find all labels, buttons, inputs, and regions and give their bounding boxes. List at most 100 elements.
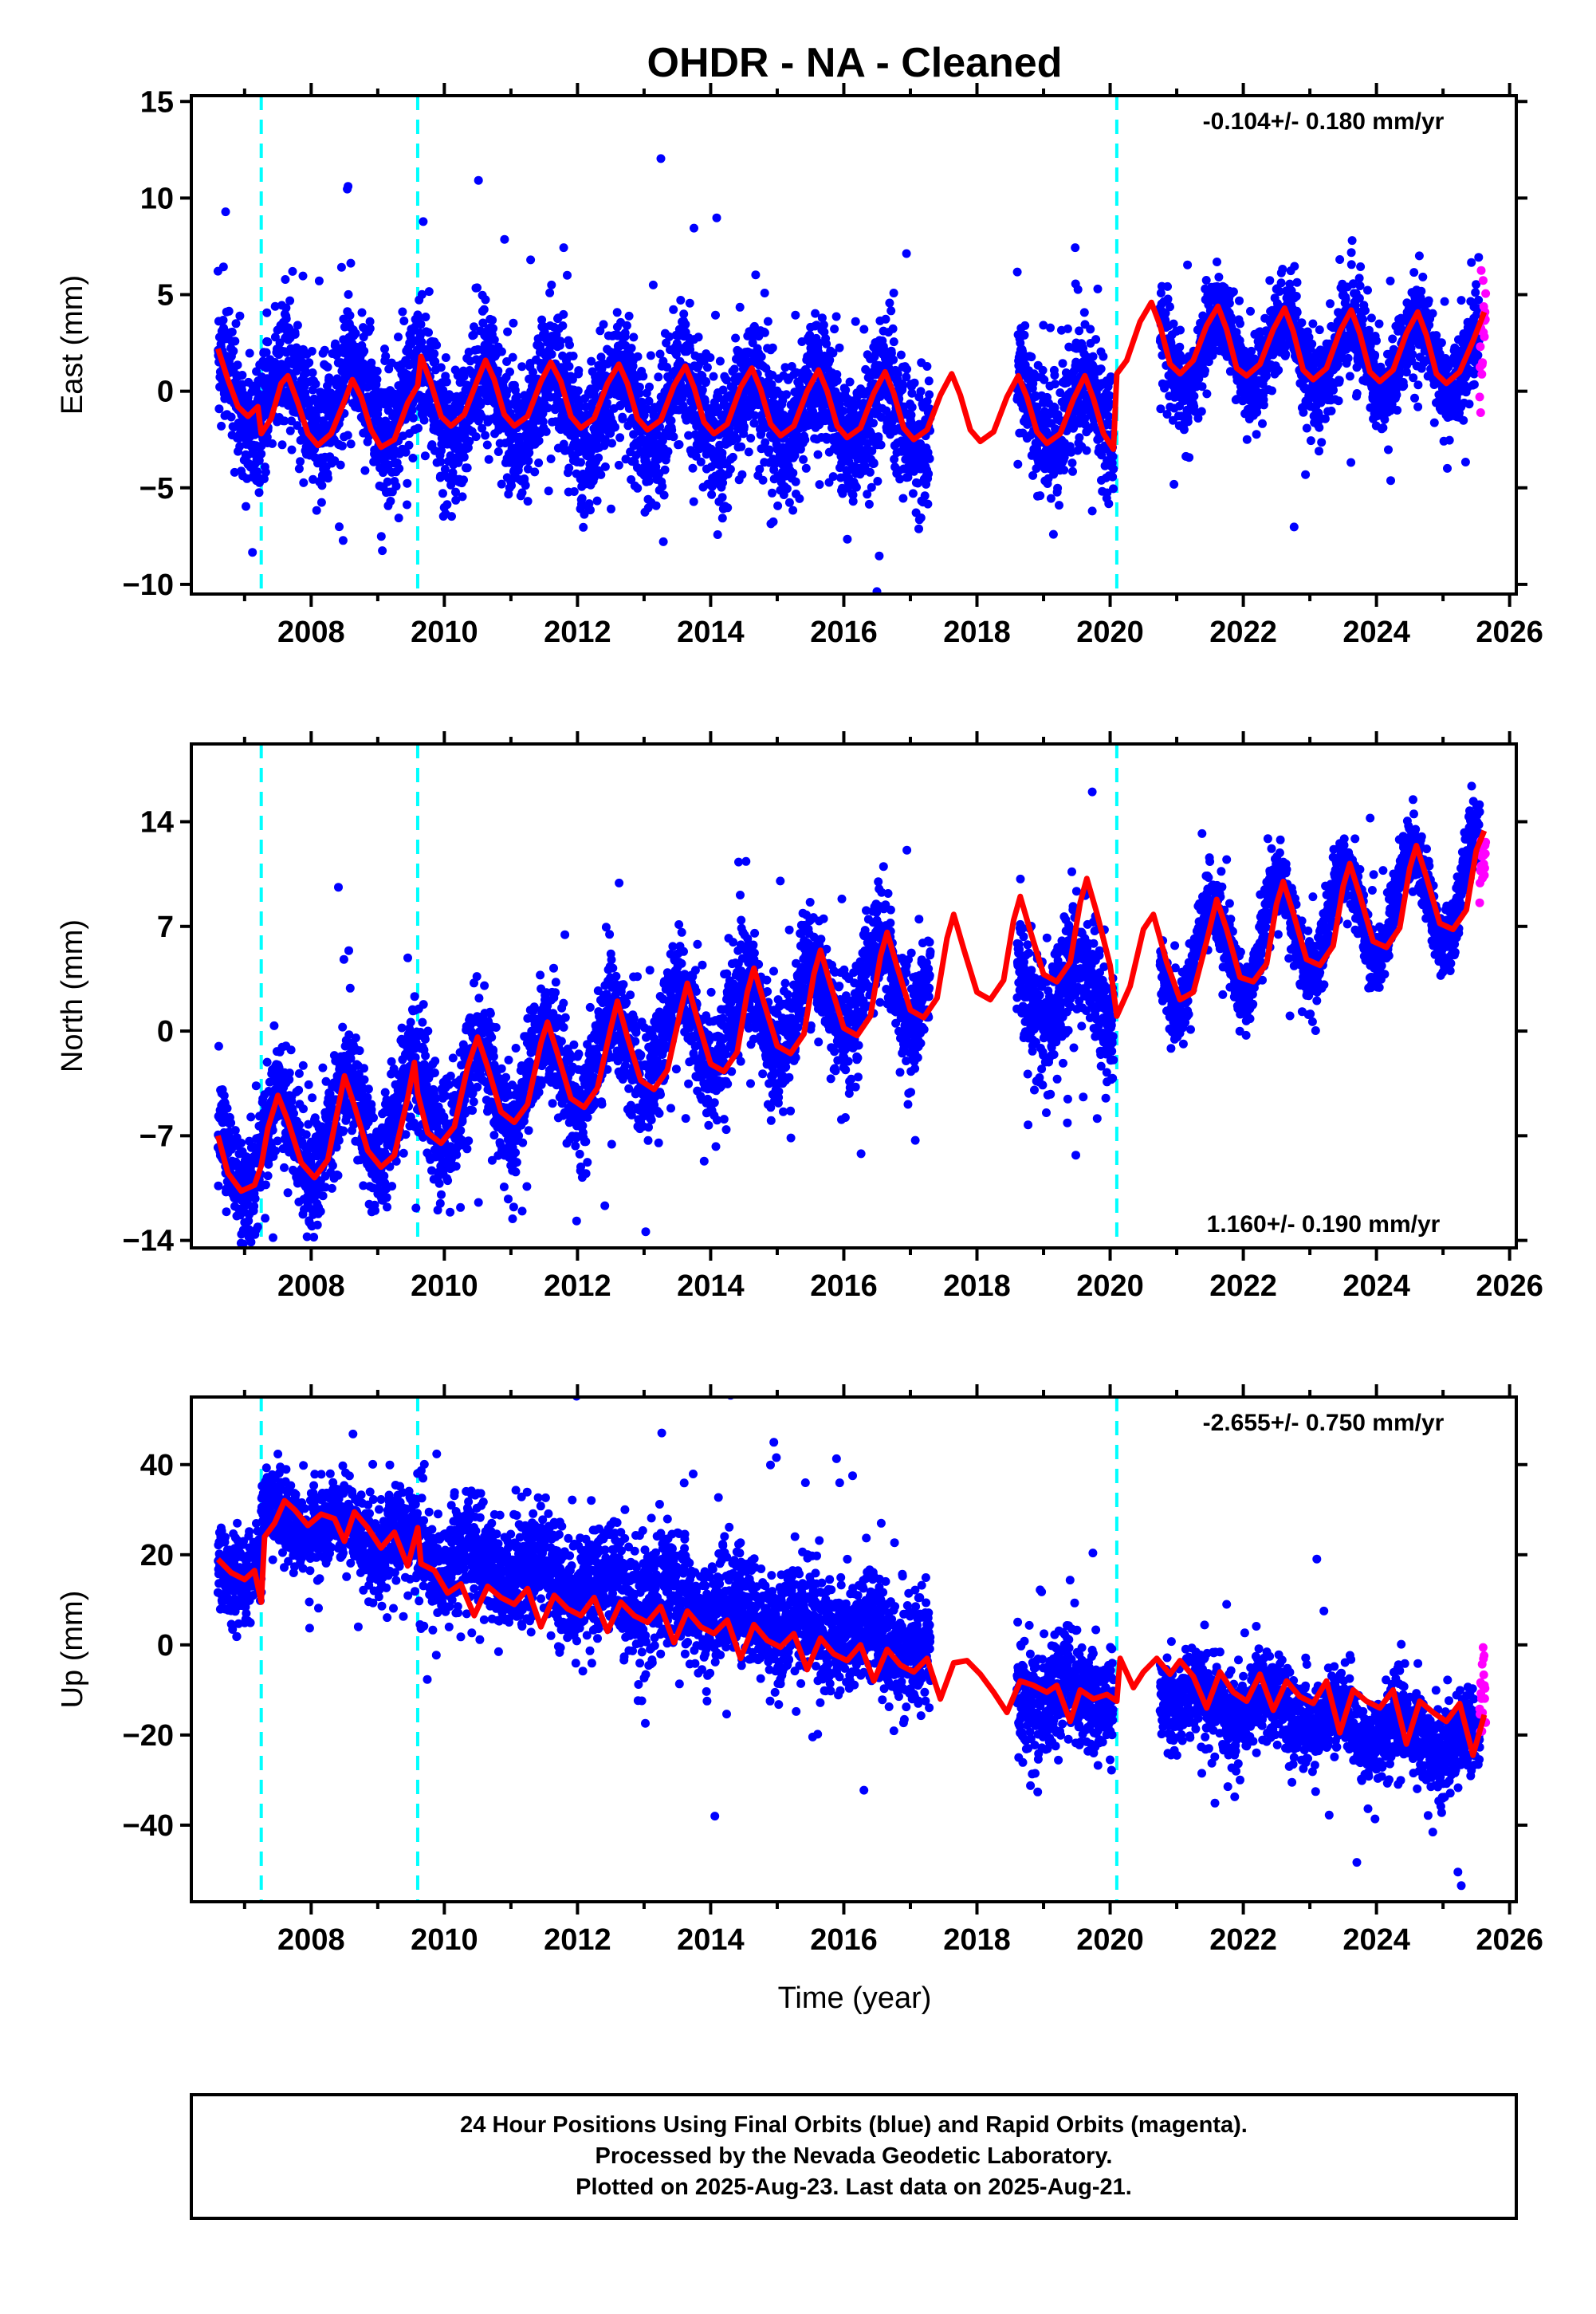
east-point [1093, 284, 1103, 293]
east-point [270, 301, 280, 311]
east-point [395, 464, 404, 474]
east-point [925, 454, 934, 463]
east-point [419, 415, 429, 425]
east-point [694, 333, 703, 342]
east-point [1108, 452, 1118, 462]
east-point [651, 462, 661, 471]
east-point [916, 513, 926, 522]
east-point [665, 332, 674, 341]
east-point [534, 436, 544, 446]
east-point [493, 447, 503, 456]
east-point [800, 435, 810, 444]
east-point [280, 416, 289, 426]
east-point [1075, 433, 1084, 443]
east-point [403, 478, 412, 488]
east-point [1036, 491, 1045, 501]
east-point [1163, 294, 1173, 304]
east-point [788, 468, 798, 478]
east-point [1289, 522, 1299, 532]
east-point [925, 390, 934, 399]
east-point [459, 475, 468, 485]
east-point [1265, 276, 1275, 285]
east-point [815, 480, 824, 490]
east-point [253, 467, 262, 477]
east-point [685, 298, 694, 308]
east-point [462, 463, 472, 473]
east-point [739, 422, 749, 431]
east-point [600, 462, 610, 471]
east-point [446, 480, 456, 490]
east-point [442, 500, 452, 510]
east-point [688, 463, 698, 473]
east-point [502, 387, 512, 396]
east-point [1274, 365, 1283, 375]
east-point [268, 439, 277, 448]
east-point [907, 403, 917, 412]
east-point [320, 345, 329, 355]
east-point [1169, 319, 1178, 329]
east-point [430, 357, 440, 366]
east-point [1048, 529, 1058, 539]
east-point [360, 466, 370, 475]
east-point [436, 363, 446, 372]
east-point [1166, 302, 1174, 312]
east-point [238, 371, 247, 380]
east-point [344, 182, 353, 191]
east-point [713, 403, 723, 413]
east-point [1214, 273, 1224, 281]
east-point [438, 489, 447, 498]
east-point [1038, 365, 1048, 375]
east-point [622, 321, 631, 330]
east-point [339, 314, 348, 324]
east-point [737, 470, 747, 479]
east-point [336, 262, 346, 272]
east-point [293, 321, 302, 330]
east-point [484, 455, 493, 464]
east-point [1258, 419, 1267, 428]
east-point [565, 340, 574, 349]
east-point [568, 375, 577, 384]
east-point [1063, 324, 1072, 333]
east-point [633, 483, 643, 493]
east-point [1183, 260, 1193, 270]
east-point [1071, 243, 1080, 253]
east-point [651, 501, 661, 510]
east-point [737, 442, 746, 451]
east-point [380, 344, 389, 354]
east-point [1276, 278, 1286, 288]
east-point [547, 349, 556, 359]
east-point [791, 477, 800, 486]
east-point [523, 497, 533, 506]
east-point [1252, 430, 1261, 439]
east-point [378, 546, 387, 556]
east-point [513, 392, 522, 401]
east-point [1259, 400, 1268, 410]
east-point [530, 467, 540, 477]
east-point [1073, 285, 1083, 294]
east-point [517, 488, 527, 498]
east-point [447, 512, 456, 521]
east-point [564, 362, 574, 371]
east-point [537, 315, 547, 325]
east-point [481, 431, 490, 440]
east-point [690, 223, 698, 233]
east-point [287, 416, 296, 426]
east-point [529, 368, 537, 377]
east-point [365, 317, 375, 326]
east-point [497, 347, 506, 356]
east-point [1169, 479, 1179, 489]
east-point [663, 447, 673, 456]
east-point [865, 467, 875, 477]
east-point [644, 396, 654, 406]
east-point [1290, 262, 1299, 271]
east-point [465, 436, 474, 446]
east-point [523, 464, 533, 474]
east-point [296, 457, 305, 466]
east-point [497, 479, 506, 489]
east-point [226, 412, 236, 422]
east-point [646, 351, 655, 360]
east-point [312, 506, 321, 515]
east-point [217, 421, 226, 431]
east-point [1013, 459, 1023, 469]
